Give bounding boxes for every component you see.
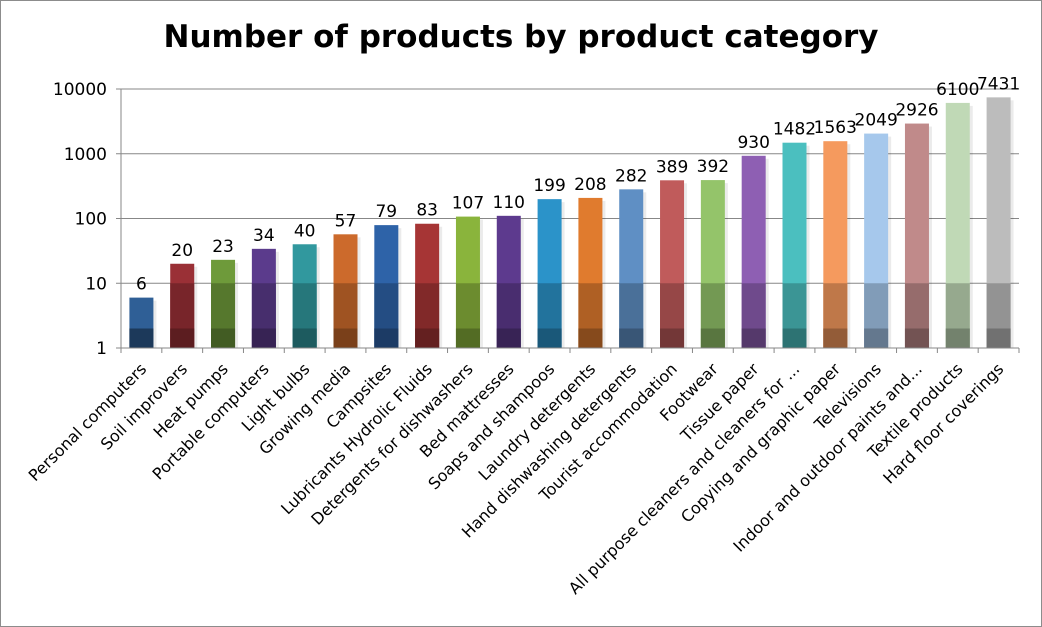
bar [823, 141, 851, 348]
data-label: 57 [335, 211, 357, 231]
data-label: 1563 [814, 118, 857, 138]
bar-band [619, 328, 644, 348]
bars [129, 97, 1014, 348]
bar-band [170, 328, 195, 348]
chart-title: Number of products by product category [163, 19, 879, 55]
data-label: 40 [294, 221, 316, 241]
data-label: 1482 [773, 120, 816, 140]
bar [292, 244, 320, 348]
data-label: 199 [533, 176, 565, 196]
y-tick-label: 100 [75, 210, 107, 230]
data-label: 7431 [977, 74, 1020, 94]
bar [537, 199, 565, 348]
y-tick-label: 10 [85, 274, 107, 294]
data-label: 20 [171, 241, 193, 261]
data-label: 389 [656, 157, 688, 177]
bar-band [374, 328, 399, 348]
bar [251, 248, 279, 348]
bar-band [904, 328, 929, 348]
bar-band [741, 328, 766, 348]
data-label: 79 [375, 202, 397, 222]
bar-band [782, 328, 807, 348]
data-label: 6 [136, 275, 147, 295]
data-label: 282 [615, 166, 647, 186]
bar [211, 259, 239, 348]
bar [333, 234, 361, 348]
bar [986, 97, 1014, 348]
data-label: 208 [574, 175, 606, 195]
data-label: 2926 [895, 101, 938, 121]
data-label: 34 [253, 226, 275, 246]
bar-band [292, 328, 317, 348]
bar-band [537, 328, 562, 348]
bar [864, 133, 892, 348]
data-label: 2049 [855, 111, 898, 131]
y-tick-label: 1000 [64, 145, 107, 165]
bar-band [496, 328, 521, 348]
bar-band [823, 328, 848, 348]
data-label: 23 [212, 237, 234, 257]
bar [945, 102, 973, 348]
bar [496, 215, 524, 348]
bar-band [986, 328, 1011, 348]
data-label: 6100 [936, 80, 979, 100]
bar-band [333, 328, 358, 348]
bar [415, 223, 443, 348]
bar-band [251, 328, 276, 348]
bar-band [455, 328, 480, 348]
bar-band [129, 328, 154, 348]
bar [129, 297, 157, 348]
bar [904, 123, 932, 348]
y-tick-label: 10000 [53, 80, 107, 100]
data-label: 107 [452, 194, 484, 214]
data-label: 83 [416, 201, 438, 221]
bar [170, 263, 198, 348]
data-label: 930 [737, 133, 769, 153]
bar-band [415, 328, 440, 348]
bar [374, 225, 402, 348]
bar [660, 180, 688, 348]
bar [455, 216, 483, 348]
bar [741, 155, 769, 348]
bar [619, 189, 647, 348]
bar [578, 197, 606, 348]
bar-band [700, 328, 725, 348]
bar-band [945, 328, 970, 348]
bar [700, 180, 728, 348]
y-tick-label: 1 [96, 339, 107, 359]
bar-band [660, 328, 685, 348]
bar-band [864, 328, 889, 348]
data-label: 110 [493, 193, 525, 213]
axes [116, 88, 1020, 353]
bar-band [578, 328, 603, 348]
bar [782, 142, 810, 348]
data-label: 392 [697, 157, 729, 177]
bar-band [211, 328, 236, 348]
